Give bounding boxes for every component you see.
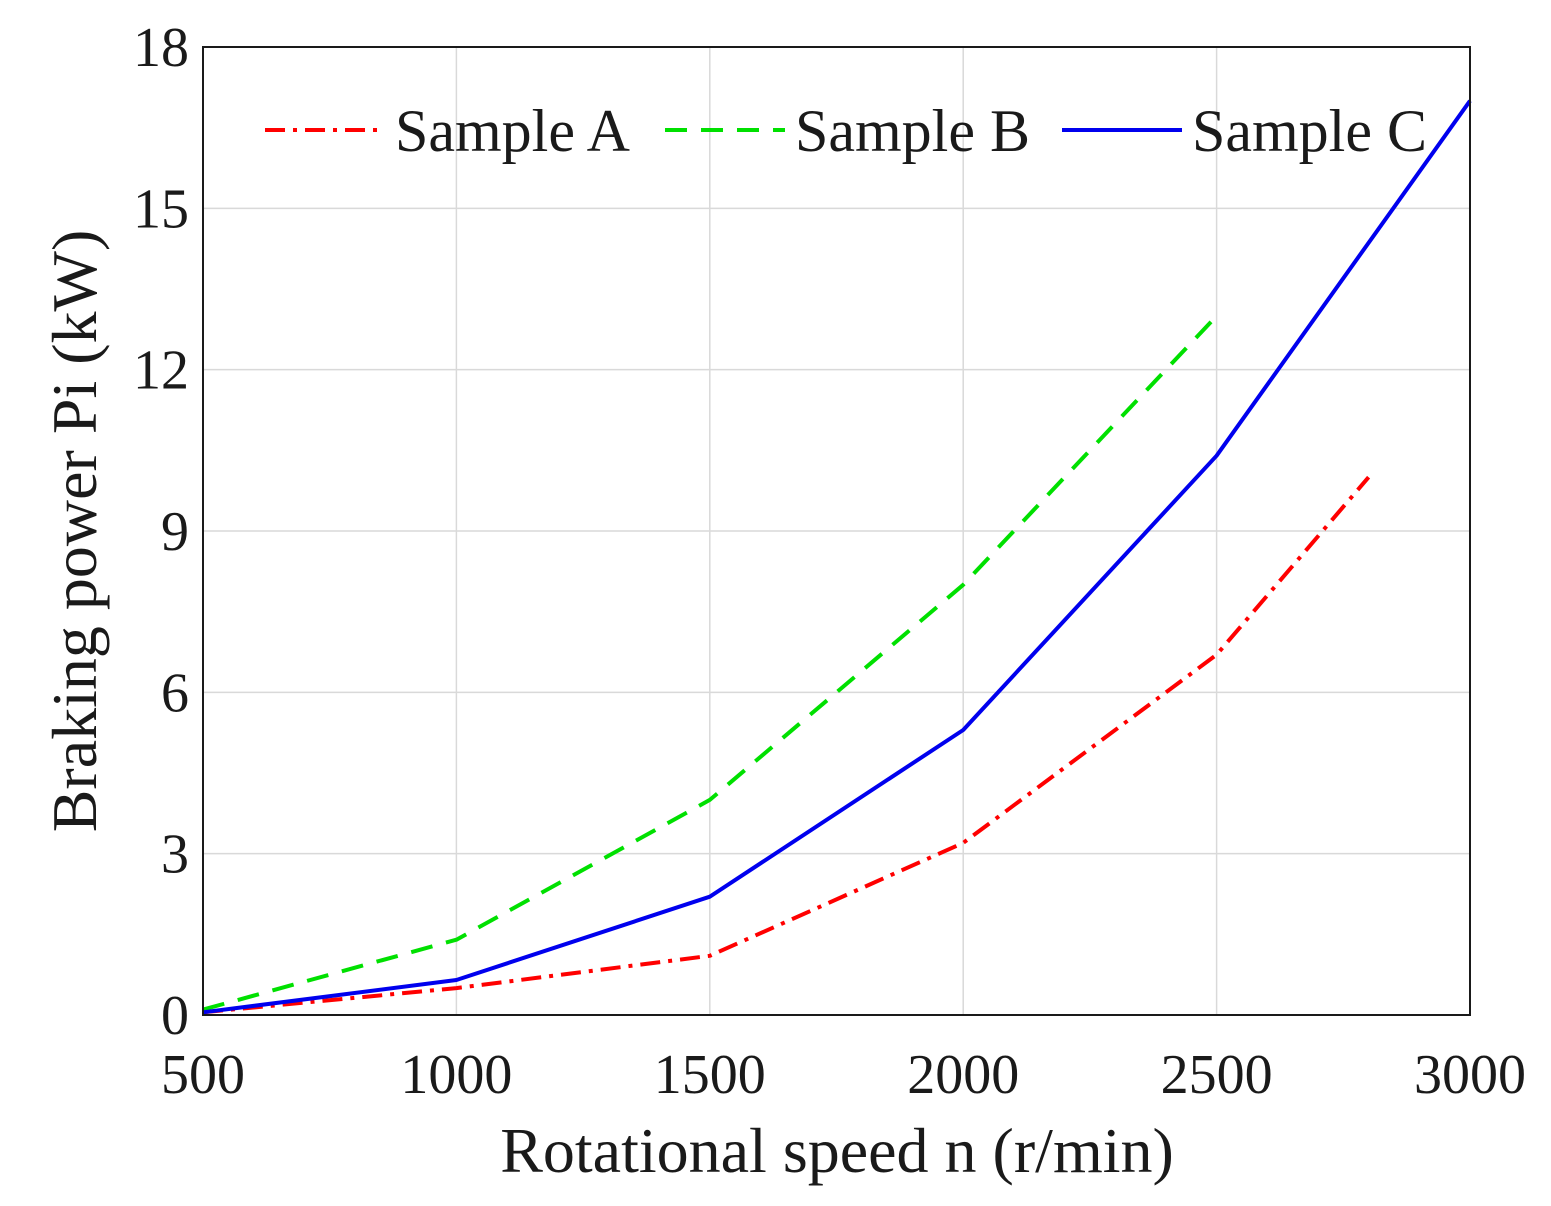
x-tick-label-500: 500 bbox=[161, 1044, 245, 1106]
plot-frame bbox=[202, 46, 1471, 1016]
x-tick-label-1500: 1500 bbox=[654, 1044, 766, 1106]
x-tick-label-3000: 3000 bbox=[1414, 1044, 1526, 1106]
legend: Sample A Sample B Sample C bbox=[265, 98, 1427, 164]
x-tick-label-2500: 2500 bbox=[1161, 1044, 1273, 1106]
x-tick-labels: 500 1000 1500 2000 2500 3000 bbox=[161, 1044, 1526, 1106]
y-tick-label-15: 15 bbox=[133, 178, 189, 240]
x-tick-label-2000: 2000 bbox=[907, 1044, 1019, 1106]
legend-label-1: Sample A bbox=[395, 98, 630, 164]
y-axis-title: Braking power Pi (kW) bbox=[39, 230, 110, 833]
y-tick-label-3: 3 bbox=[161, 824, 189, 886]
grid bbox=[202, 46, 1471, 1016]
series-line-sample-a bbox=[202, 475, 1371, 1015]
y-tick-label-6: 6 bbox=[161, 662, 189, 724]
y-tick-label-9: 9 bbox=[161, 501, 189, 563]
y-tick-label-12: 12 bbox=[133, 340, 189, 402]
series-line-sample-b bbox=[202, 314, 1219, 1012]
series-line-sample-c bbox=[202, 99, 1472, 1015]
x-tick-label-1000: 1000 bbox=[400, 1044, 512, 1106]
legend-label-2: Sample B bbox=[795, 98, 1030, 164]
series-lines bbox=[202, 99, 1472, 1015]
legend-label-3: Sample C bbox=[1192, 98, 1427, 164]
x-axis-title: Rotational speed n (r/min) bbox=[500, 1115, 1174, 1186]
y-tick-label-0: 0 bbox=[161, 985, 189, 1047]
y-tick-label-18: 18 bbox=[133, 17, 189, 79]
y-tick-labels: 0 3 6 9 12 15 18 bbox=[133, 17, 189, 1047]
